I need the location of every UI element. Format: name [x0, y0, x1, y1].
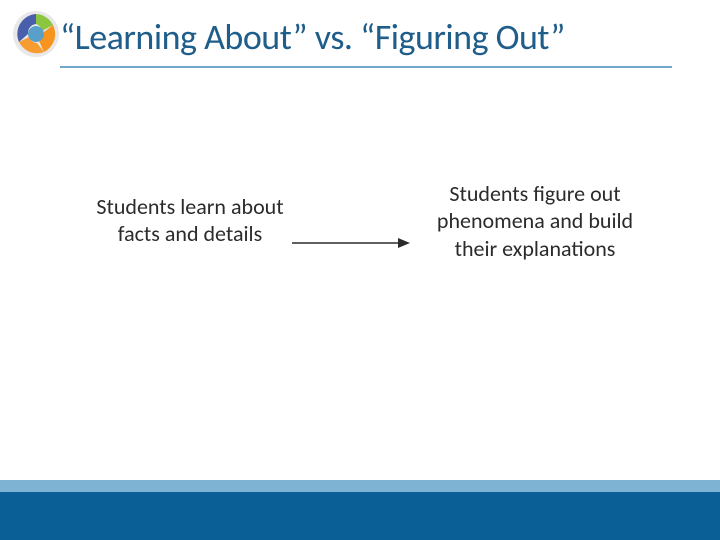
arrow-icon — [290, 236, 410, 250]
node-left: Students learn about facts and details — [90, 193, 290, 248]
header: “Learning About” vs. “Figuring Out” — [0, 0, 720, 68]
node-right: Students figure out phenomena and build … — [430, 180, 640, 263]
footer-dark-stripe — [0, 492, 720, 540]
footer-bar — [0, 480, 720, 540]
footer-light-stripe — [0, 480, 720, 492]
diagram-area: Students learn about facts and details S… — [0, 68, 720, 428]
brand-logo-icon — [12, 10, 60, 58]
page-title: “Learning About” vs. “Figuring Out” — [60, 18, 680, 64]
